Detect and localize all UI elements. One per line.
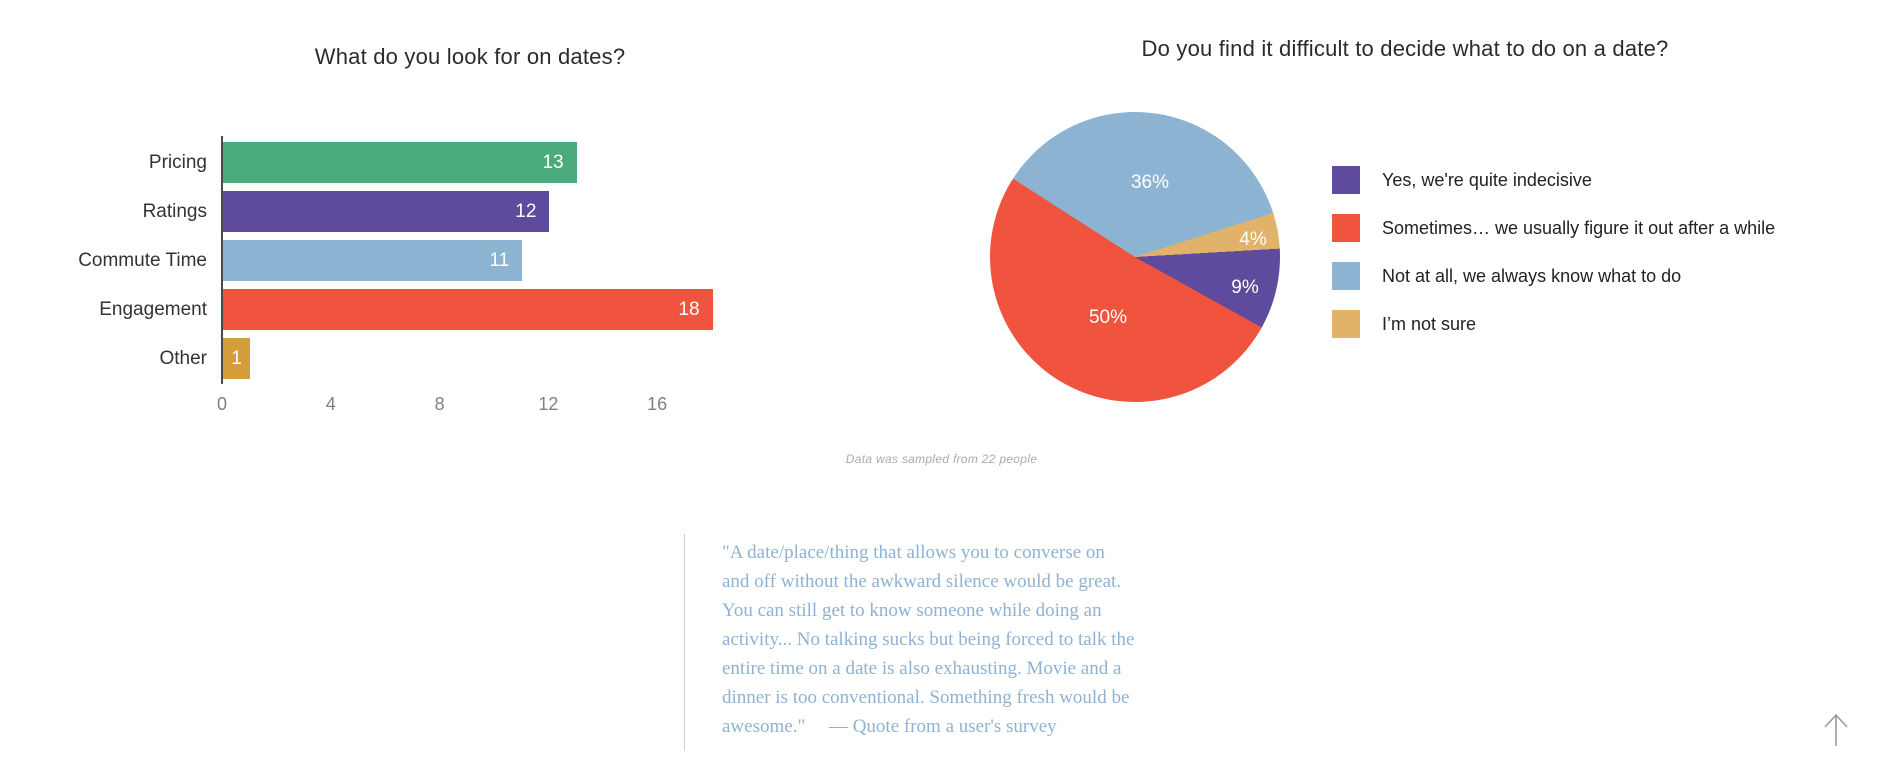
legend-item: Sometimes… we usually figure it out afte… — [1332, 214, 1775, 242]
legend-item: Not at all, we always know what to do — [1332, 262, 1681, 290]
quote-line: You can still get to know someone while … — [722, 600, 1102, 621]
pie-slice-label: 50% — [1088, 307, 1128, 328]
legend-label: Not at all, we always know what to do — [1382, 266, 1682, 286]
bar-value-label: 11 — [489, 249, 510, 271]
pie-slice-label: 36% — [1130, 172, 1170, 193]
legend-label: Yes, we're quite indecisive — [1382, 170, 1592, 190]
scroll-to-top-button[interactable] — [1820, 708, 1852, 750]
bar-row: Other 1 — [0, 338, 780, 379]
bar-value-label: 1 — [231, 347, 242, 369]
legend-label: Sometimes… we usually figure it out afte… — [1382, 218, 1776, 238]
category-label: Engagement — [99, 299, 207, 320]
bar-row: Commute Time 11 — [0, 240, 780, 281]
x-tick-label: 12 — [538, 394, 559, 414]
bar-row: Pricing 13 — [0, 142, 780, 183]
legend-label: I’m not sure — [1382, 314, 1477, 334]
category-label: Other — [159, 348, 207, 369]
up-arrow-icon — [1824, 713, 1848, 746]
quote-line: activity... No talking sucks but being f… — [722, 629, 1135, 650]
quote-line: and off without the awkward silence woul… — [722, 571, 1122, 592]
bar-chart-title: What do you look for on dates? — [314, 44, 626, 69]
x-tick-label: 0 — [216, 394, 227, 414]
bar-ratings: 12 — [223, 191, 550, 232]
bar-row: Ratings 12 — [0, 191, 780, 232]
pie-chart-title: Do you find it difficult to decide what … — [1141, 36, 1669, 61]
category-label: Pricing — [148, 152, 207, 173]
legend-swatch — [1332, 310, 1360, 338]
x-tick-label: 16 — [647, 394, 668, 414]
y-axis-line — [221, 136, 223, 384]
survey-quote: "A date/place/thing that allows you to c… — [684, 534, 1134, 751]
legend-swatch — [1332, 262, 1360, 290]
pie-slice-label: 4% — [1239, 229, 1267, 250]
category-label: Ratings — [142, 201, 207, 222]
x-tick-label: 4 — [325, 394, 336, 414]
bar-engagement: 18 — [223, 289, 713, 330]
legend-item: Yes, we're quite indecisive — [1332, 166, 1592, 194]
category-label: Commute Time — [78, 250, 207, 271]
quote-line: awesome." — Quote from a user's survey — [722, 716, 1057, 737]
quote-line: "A date/place/thing that allows you to c… — [722, 542, 1105, 563]
sample-size-footnote: Data was sampled from 22 people — [845, 452, 1038, 466]
legend-swatch — [1332, 214, 1360, 242]
pie-slice-label: 9% — [1231, 277, 1259, 298]
quote-line: entire time on a date is also exhausting… — [722, 658, 1122, 679]
bar-value-label: 18 — [678, 298, 700, 320]
legend-item: I’m not sure — [1332, 310, 1476, 338]
bar-commute-time: 11 — [223, 240, 523, 281]
x-tick-label: 8 — [434, 394, 445, 414]
bar-value-label: 12 — [515, 200, 537, 222]
pie-chart: 36% 4% 9% 50% — [990, 112, 1280, 402]
bar-value-label: 13 — [542, 151, 564, 173]
quote-line: dinner is too conventional. Something fr… — [722, 687, 1130, 708]
legend-swatch — [1332, 166, 1360, 194]
bar-other: 1 — [223, 338, 251, 379]
bar-row: Engagement 18 — [0, 289, 780, 330]
bar-pricing: 13 — [223, 142, 577, 183]
